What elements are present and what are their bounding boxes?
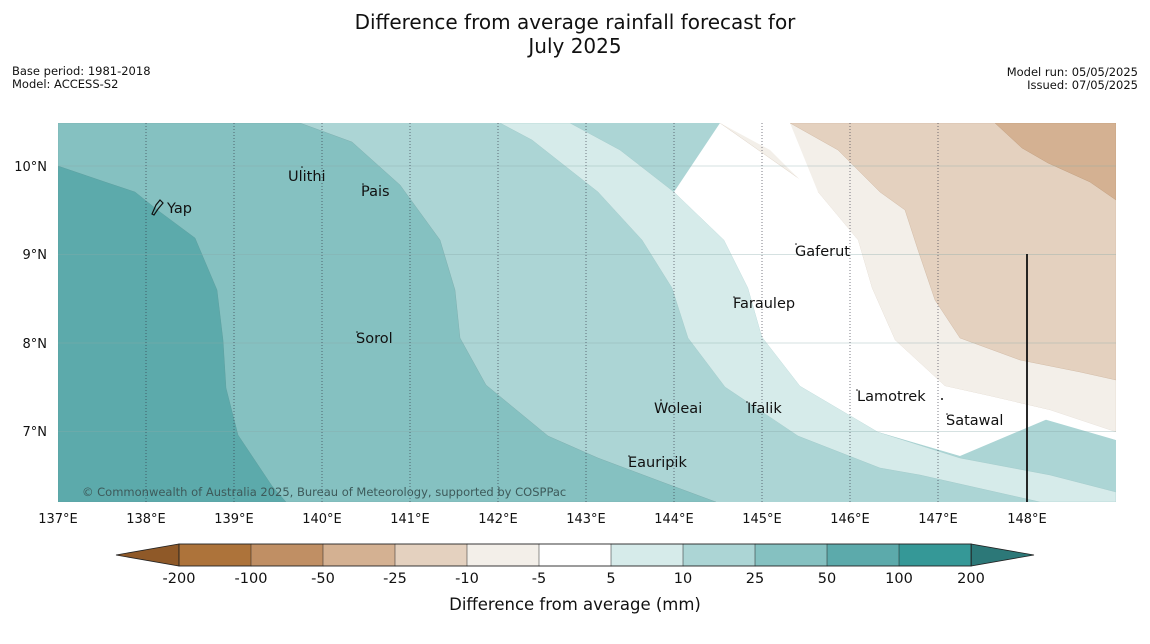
colorbar-tick-label: 100 [885, 571, 913, 587]
latitude-labels: 10°N 9°N 8°N 7°N [14, 160, 47, 440]
lon-label-142e: 142°E [478, 512, 518, 527]
colorbar-tick-label: 200 [957, 571, 985, 587]
issued-text: Issued: 07/05/2025 [1027, 78, 1138, 92]
meta-left: Base period: 1981-2018 Model: ACCESS-S2 [12, 65, 151, 91]
colorbar-segment [178, 543, 252, 567]
base-period-text: Base period: 1981-2018 [12, 64, 151, 78]
island-markers [301, 166, 948, 457]
colorbar-segment [466, 543, 540, 567]
copyright-text: © Commonwealth of Australia 2025, Bureau… [82, 485, 566, 499]
colorbar: -200 -100 -50 -25 -10 -5 5 10 25 50 100 200 Differe… [115, 543, 1035, 614]
lon-label-144e: 144°E [654, 512, 694, 527]
colorbar-tick-label: -100 [235, 571, 268, 587]
place-woleai: Woleai [654, 401, 702, 417]
lon-label-139e: 139°E [214, 512, 254, 527]
colorbar-segment [538, 543, 612, 567]
map-area: Ulithi Yap Pais Gaferut Faraulep Sorol L… [58, 123, 1116, 502]
place-lamotrek: Lamotrek [857, 389, 926, 405]
map-title: Difference from average rainfall forecas… [0, 10, 1150, 58]
place-ifalik: Ifalik [747, 401, 782, 417]
lon-label-147e: 147°E [918, 512, 958, 527]
lon-label-143e: 143°E [566, 512, 606, 527]
colorbar-tick-label: -200 [163, 571, 196, 587]
colorbar-segment [826, 543, 900, 567]
lon-label-148e: 148°E [1007, 512, 1047, 527]
lon-label-145e: 145°E [742, 512, 782, 527]
colorbar-segment [610, 543, 684, 567]
colorbar-segment [394, 543, 468, 567]
meta-right: Model run: 05/05/2025 Issued: 07/05/2025 [1007, 66, 1138, 92]
longitude-labels: 137°E 138°E 139°E 140°E 141°E 142°E 143°… [38, 512, 1047, 527]
band-minus50-25 [994, 123, 1116, 201]
colorbar-tick-label: 50 [818, 571, 836, 587]
place-ulithi: Ulithi [288, 169, 326, 185]
map-title-line1: Difference from average rainfall forecas… [354, 10, 796, 34]
band-white-core [674, 123, 1116, 456]
lon-label-140e: 140°E [302, 512, 342, 527]
colorbar-segment [898, 543, 972, 567]
lat-label-8n: 8°N [23, 337, 48, 352]
colorbar-segments [178, 543, 972, 567]
colorbar-segment [682, 543, 756, 567]
colorbar-tick-label: 5 [606, 571, 615, 587]
colorbar-segment [754, 543, 828, 567]
lon-label-141e: 141°E [390, 512, 430, 527]
model-run-text: Model run: 05/05/2025 [1006, 65, 1138, 79]
colorbar-tick-label: 25 [746, 571, 764, 587]
place-satawal: Satawal [946, 413, 1003, 429]
colorbar-frame [178, 543, 972, 567]
colorbar-over-arrow [970, 543, 1035, 567]
yap-island-icon [151, 199, 164, 216]
longitude-gridlines [145, 123, 939, 502]
colorbar-labels: -200 -100 -50 -25 -10 -5 5 10 25 50 100 200 [163, 571, 985, 587]
colorbar-tick-label: 10 [674, 571, 692, 587]
lat-label-9n: 9°N [23, 248, 48, 263]
place-yap: Yap [166, 201, 192, 217]
colorbar-tick-label: -5 [532, 571, 546, 587]
lat-label-10n: 10°N [14, 160, 47, 175]
colorbar-under-arrow [115, 543, 180, 567]
place-gaferut: Gaferut [795, 244, 850, 260]
colorbar-segment [322, 543, 396, 567]
band-minus25-10 [789, 123, 1116, 381]
place-eauripik: Eauripik [628, 455, 687, 471]
colorbar-tick-label: -25 [383, 571, 407, 587]
colorbar-segment [250, 543, 324, 567]
band-plus50-100 [58, 165, 287, 502]
place-sorol: Sorol [356, 331, 393, 347]
place-pais: Pais [361, 184, 390, 200]
colorbar-title: Difference from average (mm) [449, 595, 701, 614]
lon-label-137e: 137°E [38, 512, 78, 527]
lon-label-146e: 146°E [830, 512, 870, 527]
lon-label-138e: 138°E [126, 512, 166, 527]
lat-label-7n: 7°N [23, 425, 48, 440]
colorbar-tick-label: -50 [311, 571, 335, 587]
map-title-line2: July 2025 [528, 34, 622, 58]
colorbar-tick-label: -10 [455, 571, 479, 587]
place-faraulep: Faraulep [733, 296, 795, 312]
model-text: Model: ACCESS-S2 [12, 77, 119, 91]
